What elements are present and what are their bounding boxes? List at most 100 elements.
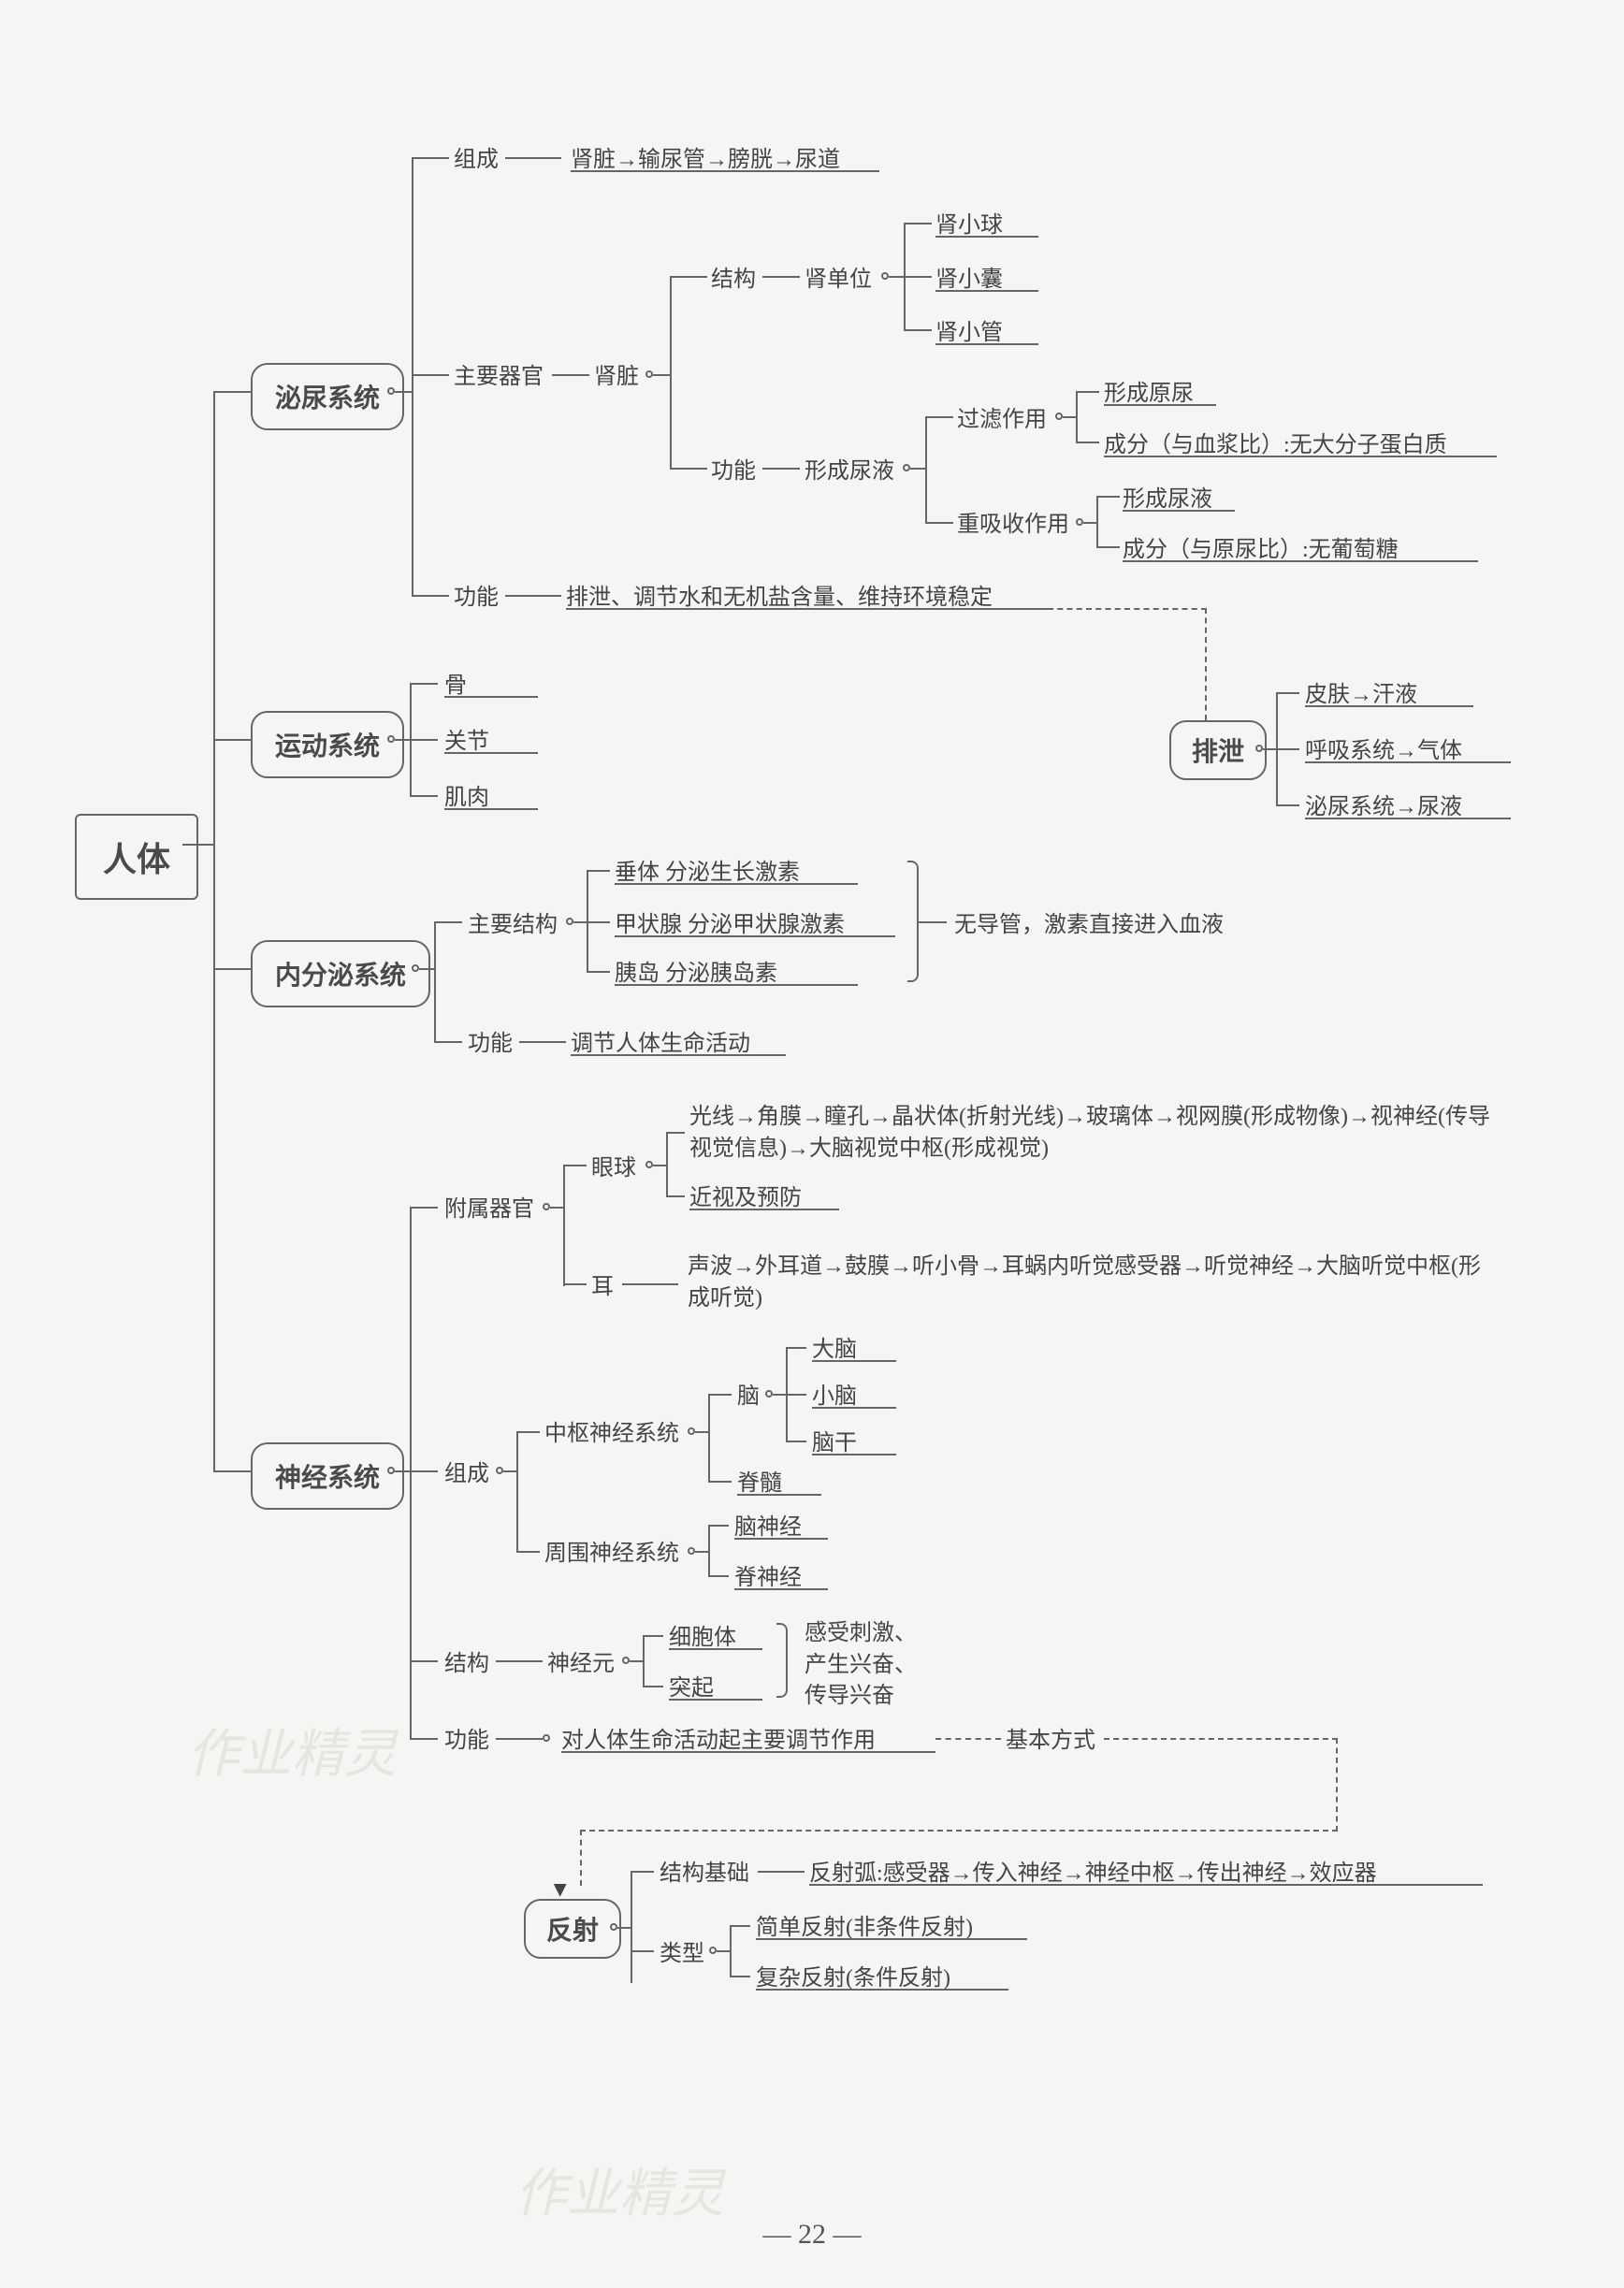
nervous-struct-label: 结构: [444, 1644, 489, 1677]
conn-dot: [496, 1467, 503, 1474]
conn-dot: [903, 464, 910, 471]
connector: [904, 223, 932, 224]
brain-part-1: 小脑: [812, 1377, 857, 1410]
connector: [213, 391, 251, 393]
dashed-connector: [580, 1830, 582, 1886]
motor-item-2: 肌肉: [444, 778, 489, 811]
connector: [666, 1132, 668, 1197]
motor-item-1: 关节: [444, 722, 489, 755]
underline: [1123, 560, 1478, 562]
page-number: — 22 —: [763, 2219, 862, 2251]
brain-label: 脑: [737, 1377, 760, 1410]
ear-label: 耳: [591, 1267, 614, 1300]
underline: [1123, 510, 1235, 512]
underline: [444, 752, 538, 754]
conn-dot: [765, 1390, 773, 1397]
connector: [786, 1394, 806, 1396]
connector: [410, 1470, 438, 1472]
underline: [444, 696, 538, 698]
dashed-connector: [580, 1830, 1338, 1832]
dashed-connector: [935, 1738, 1001, 1740]
watermark: 作业精灵: [515, 2151, 724, 2227]
underline: [737, 1494, 821, 1496]
conn-dot: [688, 1427, 695, 1435]
connector: [708, 1394, 710, 1483]
connector: [410, 795, 438, 797]
nervous-accessory-label: 附属器官: [444, 1190, 534, 1223]
eye-myopia: 近视及预防: [689, 1179, 802, 1211]
underline: [615, 984, 858, 986]
eye-label: 眼球: [591, 1149, 636, 1181]
reflex-basis: 反射弧:感受器→传入神经→神经中枢→传出神经→效应器: [809, 1854, 1377, 1887]
endocrine-func: 调节人体生命活动: [571, 1024, 750, 1057]
urinary-structure-unit: 肾单位: [805, 260, 872, 293]
reabsorb-label: 重吸收作用: [957, 505, 1069, 538]
connector: [919, 921, 947, 923]
underline: [669, 1648, 762, 1650]
conn-dot: [688, 1547, 695, 1555]
urinary-inner-func: 形成尿液: [805, 452, 894, 485]
connector: [730, 1925, 750, 1927]
underline: [689, 1209, 839, 1210]
connector: [643, 1635, 645, 1687]
connector: [563, 1283, 587, 1285]
conn-dot: [1076, 518, 1083, 526]
connector: [412, 374, 449, 376]
connector: [631, 1871, 654, 1873]
root-node: 人体: [75, 814, 198, 900]
brain-part-2: 脑干: [812, 1424, 857, 1456]
connector: [1076, 442, 1099, 443]
reflex-type-label: 类型: [660, 1934, 704, 1967]
neuron-part-0: 细胞体: [669, 1618, 736, 1651]
connector: [412, 157, 413, 597]
underline: [756, 1989, 1008, 1991]
connector: [410, 683, 438, 685]
connector: [762, 468, 800, 470]
endocrine-system-box: 内分泌系统: [251, 940, 430, 1007]
connector: [410, 1660, 438, 1662]
cns-label: 中枢神经系统: [544, 1414, 679, 1447]
nephron-item-0: 肾小球: [935, 206, 1003, 239]
reflex-box: 反射: [524, 1899, 621, 1959]
underline: [669, 1699, 762, 1701]
conn-dot: [566, 918, 573, 925]
underline: [1104, 404, 1216, 406]
connector: [563, 1165, 587, 1166]
ear-path: 声波→外耳道→鼓膜→听小骨→耳蜗内听觉感受器→听觉神经→大脑听觉中枢(形成听觉): [688, 1252, 1501, 1314]
nervous-composition-label: 组成: [444, 1455, 489, 1487]
reabsorb-item-1: 成分（与原尿比）:无葡萄糖: [1123, 530, 1399, 563]
underline: [571, 1054, 786, 1056]
underline: [615, 883, 858, 885]
connector: [412, 595, 449, 597]
connector: [708, 1481, 732, 1483]
connector: [631, 1871, 632, 1983]
connector: [563, 1165, 565, 1286]
conn-dot: [709, 1947, 717, 1954]
connector: [516, 1551, 540, 1553]
urinary-main-organ: 肾脏: [594, 357, 639, 390]
connector: [434, 1041, 462, 1043]
connector: [730, 1925, 732, 1977]
connector: [505, 595, 561, 597]
underline: [1305, 761, 1511, 763]
urinary-composition: 肾脏→输尿管→膀胱→尿道: [571, 140, 840, 173]
dashed-connector: [1205, 608, 1207, 720]
connector: [670, 276, 707, 278]
eye-path: 光线→角膜→瞳孔→晶状体(折射光线)→玻璃体→视网膜(形成物像)→视神经(传导视…: [689, 1102, 1503, 1165]
connector: [1096, 496, 1098, 547]
underline: [935, 236, 1038, 238]
connector: [904, 329, 932, 331]
underline: [561, 1751, 935, 1753]
urinary-composition-label: 组成: [454, 140, 499, 173]
connector: [925, 416, 927, 524]
urinary-inner-func-label: 功能: [711, 452, 756, 485]
connector: [631, 1950, 654, 1952]
spinal: 脊髓: [737, 1464, 782, 1497]
connector: [643, 1686, 663, 1687]
connector: [653, 374, 672, 376]
underline: [812, 1454, 896, 1455]
urinary-func-label: 功能: [454, 578, 499, 611]
conn-dot: [1255, 745, 1263, 752]
connector: [925, 416, 953, 418]
endocrine-struct-2: 胰岛 分泌胰岛素: [615, 954, 777, 987]
